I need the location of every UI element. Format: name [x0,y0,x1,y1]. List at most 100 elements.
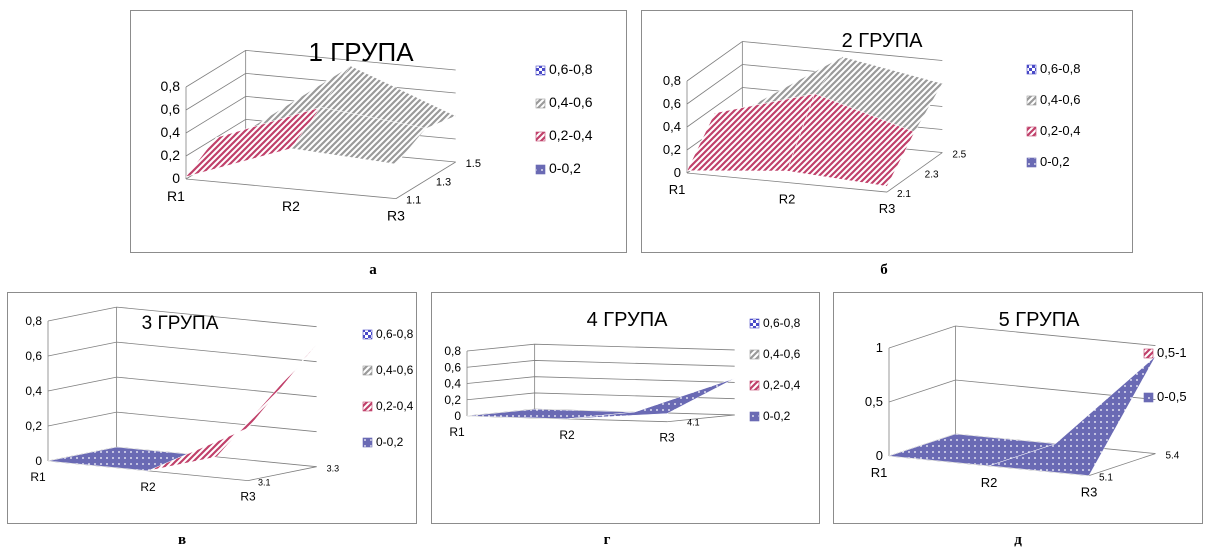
legend-swatch [1026,126,1037,137]
x-tick-label: R1 [167,188,185,204]
legend-label: 0,2-0,4 [376,399,414,413]
legend-label: 0-0,5 [1157,389,1187,404]
axes [466,344,735,423]
depth-tick-label: 5.1 [1099,473,1113,484]
depth-tick-label: 2.3 [925,169,939,180]
legend-label: 0-0,2 [549,160,581,176]
legend-swatch [535,65,546,76]
legend: 0,6-0,8 0,4-0,6 0,2-0,4 0-0,2 [749,316,801,423]
depth-tick-label: 2.1 [897,189,911,200]
legend-swatch [362,437,373,448]
surface-patch [786,93,916,187]
z-tick-label: 0,8 [444,344,461,358]
caption-b: б [880,262,888,278]
depth-axis-line [666,414,735,423]
chart-title: 1 ГРУПА [308,37,414,67]
legend-swatch [1026,157,1037,168]
surface-chart-1: 0 0,2 0,4 0,6 0,8 R1 R2 R31.1 1.3 1.5 1 ГРУПА 0,6-0… [161,37,593,224]
x-axis-line [686,172,888,193]
z-tick-label: 1 [876,340,883,355]
z-tick-label: 0,5 [865,394,883,409]
depth-tick-label: 3.1 [258,478,271,488]
z-tick-label: 0,6 [663,96,681,111]
surface [47,344,317,472]
gridline [47,411,317,433]
legend-swatch [749,380,760,391]
z-tick-label: 0,4 [663,119,681,134]
legend: 0,6-0,8 0,4-0,6 0,2-0,4 0-0,2 [535,61,593,176]
chart-title: 5 ГРУПА [999,309,1080,331]
z-tick-label: 0,6 [25,349,42,363]
x-tick-label: R2 [140,480,156,494]
legend-label: 0-0,2 [763,409,791,423]
depth-axis-line [1088,453,1156,476]
depth-axis-line [247,466,317,481]
depth-tick-label: 4.1 [687,418,700,428]
z-tick-label: 0,8 [25,314,42,328]
gridline [47,306,317,328]
chart-panel-1: 0 0,2 0,4 0,6 0,8 R1 R2 R3 1.1 1.3 1.5 1 ГРУПА 0,6-0… [130,10,627,253]
legend-label: 0,5-1 [1157,345,1187,360]
legend-label: 0,2-0,4 [549,127,593,143]
legend-swatch [749,411,760,422]
x-tick-label: R2 [779,192,796,207]
surface-chart-4: 0 0,2 0,4 0,6 0,8 R1 R2 R3 4.1 4 ГРУПА 0,6-0,8 0,4-… [444,309,801,445]
caption-g: г [603,532,611,548]
legend-label: 0,4-0,6 [1040,92,1080,107]
legend-label: 0-0,2 [376,435,404,449]
legend-label: 0,2-0,4 [763,378,801,392]
depth-tick-label: 5.4 [1165,451,1179,462]
x-tick-label: R1 [669,182,686,197]
surface-patch [988,356,1156,476]
x-tick-label: R3 [387,208,405,224]
z-tick-label: 0,4 [444,377,461,391]
legend-label: 0,4-0,6 [549,94,593,110]
z-tick-label: 0 [674,165,681,180]
x-tick-label: R1 [30,470,46,484]
legend-swatch [749,349,760,360]
legend-swatch [362,329,373,340]
surface-patch [566,378,735,420]
z-tick-label: 0,2 [161,147,181,163]
legend-label: 0,4-0,6 [763,347,801,361]
legend-label: 0-0,2 [1040,154,1070,169]
z-tick-label: 0,2 [663,142,681,157]
z-tick-label: 0,2 [25,419,42,433]
legend-label: 0,6-0,8 [763,316,801,330]
gridline [466,376,735,384]
legend-swatch [535,131,546,142]
depth-tick-label: 1.5 [466,158,481,170]
z-tick-label: 0,6 [161,101,181,117]
legend: 0,6-0,8 0,4-0,6 0,2-0,4 0-0,2 [1026,61,1080,169]
legend-swatch [749,318,760,329]
gridlines [466,343,735,417]
chart-panel-4: 0 0,2 0,4 0,6 0,8 R1 R2 R3 4.1 4 ГРУПА 0,6-0,8 0,4-… [431,292,820,524]
x-tick-label: R2 [981,475,998,490]
depth-tick-label: 2.5 [952,150,966,161]
x-axis-line [185,178,397,199]
surface-chart-5: 0 0,5 1 R1 R2 R35.1 5.4 5 ГРУПА 0,5-1 0-0,5 [865,309,1187,500]
gridline [47,341,317,363]
z-tick-label: 0 [172,170,180,186]
legend-swatch [1026,95,1037,106]
z-tick-label: 0,6 [444,360,461,374]
surface-patch [290,106,427,165]
legend-label: 0,6-0,8 [376,327,414,341]
legend-label: 0,2-0,4 [1040,123,1080,138]
legend-swatch [1026,64,1037,75]
z-tick-label: 0 [35,454,42,468]
chart-title: 2 ГРУПА [842,30,923,52]
depth-tick-label: 3.3 [327,464,340,474]
chart-panel-5: 0 0,5 1 R1 R2 R3 5.1 5.4 5 ГРУПА 0,5-1 0-0,5 [833,292,1203,524]
caption-d: д [1014,532,1022,548]
chart-title: 3 ГРУПА [142,313,219,334]
legend-label: 0,6-0,8 [1040,61,1080,76]
surface [185,65,457,178]
z-tick-label: 0,8 [161,78,181,94]
chart-panel-3: 0 0,2 0,4 0,6 0,8 R1 R2 R3 3.1 3.3 3 ГРУПА 0,6-0,8 0… [7,292,417,524]
legend-label: 0,4-0,6 [376,363,414,377]
surface-patch [147,344,317,472]
depth-tick-label: 1.3 [436,176,451,188]
z-tick-label: 0 [454,409,461,423]
chart-panel-2: 0 0,2 0,4 0,6 0,8 R1 R2 R3 2.1 2.3 2.5 2 ГРУПА 0,6-0… [641,10,1133,253]
